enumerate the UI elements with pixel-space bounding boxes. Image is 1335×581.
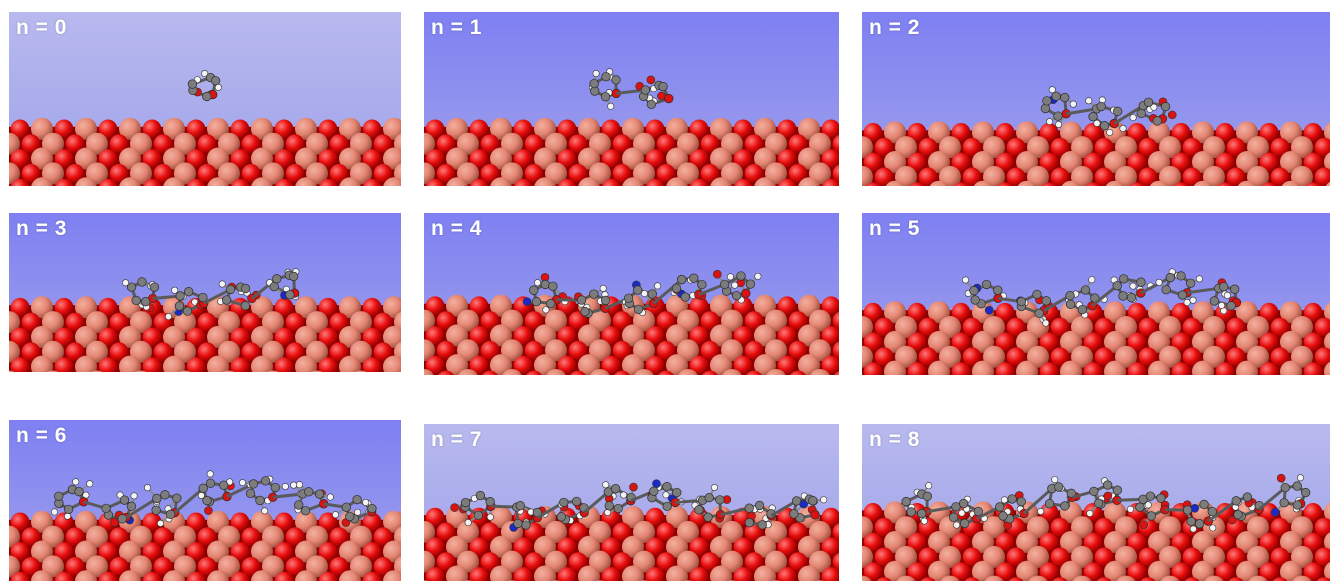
adsorbed-molecule [962, 268, 1242, 327]
panel-scene [424, 424, 839, 581]
oxide-surface [424, 117, 839, 186]
simulation-panel-n1: n = 1 [424, 12, 839, 186]
simulation-panel-n8: n = 8 [862, 424, 1330, 581]
simulation-panel-n3: n = 3 [9, 213, 401, 372]
adsorbed-molecule [50, 470, 377, 527]
adsorbed-molecule [450, 479, 828, 532]
panel-label: n = 5 [869, 217, 920, 240]
panel-label: n = 4 [431, 217, 482, 240]
panel-label: n = 2 [869, 16, 920, 39]
adsorbed-molecule [1040, 86, 1177, 136]
adsorbed-molecule [187, 70, 222, 102]
simulation-panel-n0: n = 0 [9, 12, 401, 186]
adsorbed-molecule [901, 473, 1311, 533]
oxide-surface [862, 301, 1330, 375]
panel-label: n = 3 [16, 217, 67, 240]
panel-scene [9, 213, 401, 372]
oxide-surface [9, 296, 401, 372]
panel-scene [424, 12, 839, 186]
panel-scene [862, 12, 1330, 186]
simulation-panel-n6: n = 6 [9, 420, 401, 581]
simulation-panel-n7: n = 7 [424, 424, 839, 581]
simulation-panel-n5: n = 5 [862, 213, 1330, 375]
panel-label: n = 1 [431, 16, 482, 39]
panel-label: n = 8 [869, 428, 920, 451]
panel-scene [862, 424, 1330, 581]
adsorbed-molecule [522, 269, 762, 318]
panel-label: n = 0 [16, 16, 67, 39]
simulation-panel-n4: n = 4 [424, 213, 839, 375]
panel-scene [9, 420, 401, 581]
oxide-surface [862, 501, 1330, 581]
oxide-surface [9, 510, 401, 581]
adsorbed-molecule [589, 68, 674, 110]
panel-scene [424, 213, 839, 375]
oxide-surface [862, 121, 1330, 186]
panel-scene [9, 12, 401, 186]
panel-scene [862, 213, 1330, 375]
oxide-surface [9, 117, 401, 186]
adsorbed-molecule [122, 268, 300, 321]
panel-label: n = 7 [431, 428, 482, 451]
oxide-surface [424, 506, 839, 581]
simulation-panel-n2: n = 2 [862, 12, 1330, 186]
panel-label: n = 6 [16, 424, 67, 447]
oxide-surface [424, 294, 839, 375]
